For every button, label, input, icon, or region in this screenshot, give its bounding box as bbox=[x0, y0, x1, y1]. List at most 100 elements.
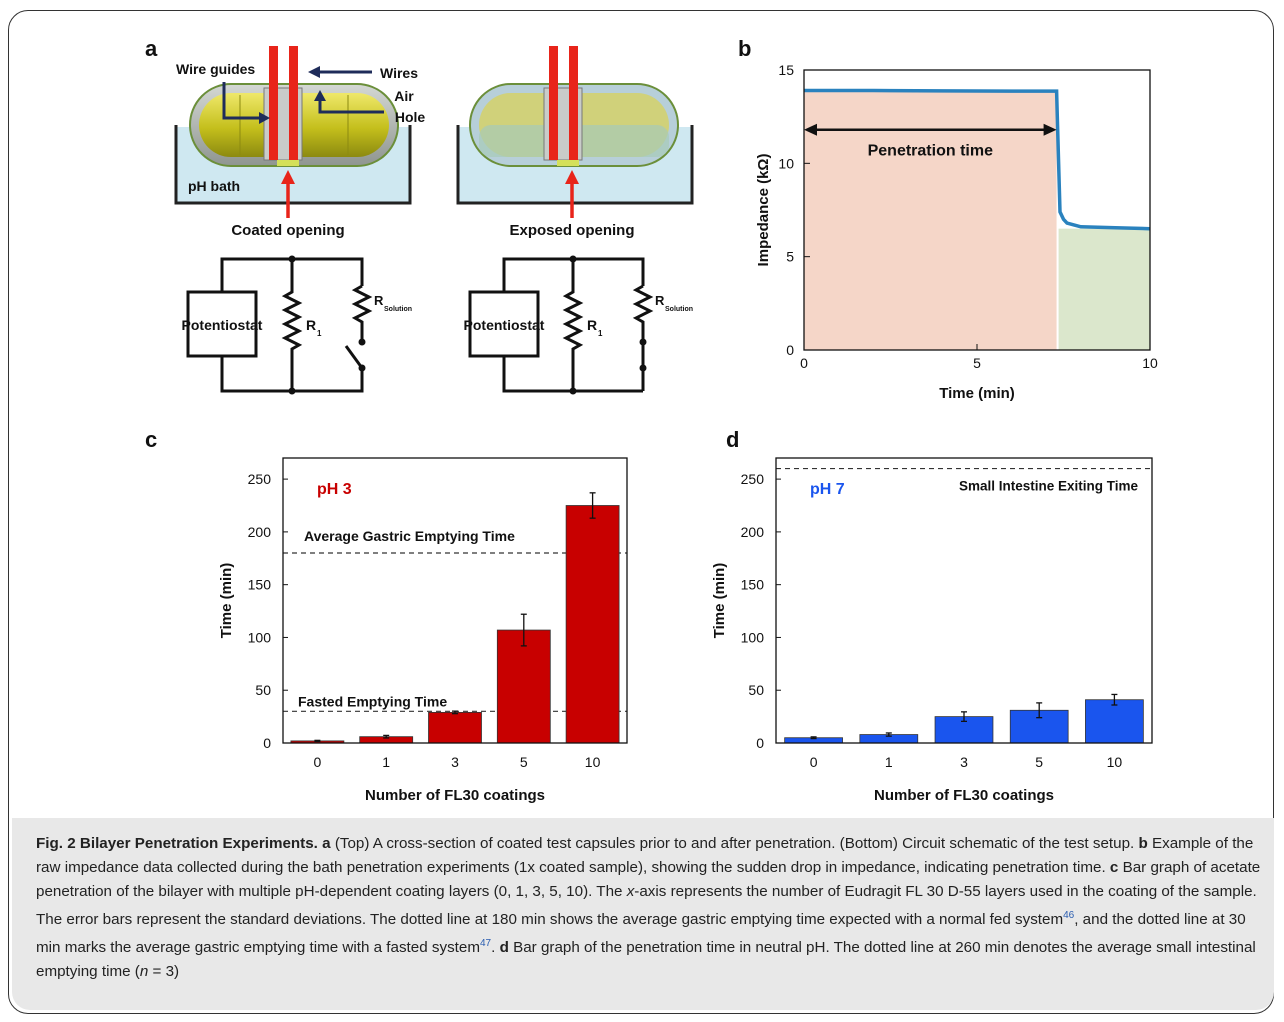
switch-contact bbox=[358, 338, 366, 346]
panel-b-letter: b bbox=[738, 36, 751, 61]
panel-c: c Average Gastric Emptying Time Fasted Em… bbox=[145, 427, 628, 804]
caption-fig-label: Fig. 2 Bilayer Penetration Experiments. bbox=[36, 835, 318, 852]
y-tick-label: 150 bbox=[248, 577, 272, 593]
arrowhead-right bbox=[1043, 123, 1057, 136]
x-tick-label: 10 bbox=[1142, 355, 1158, 371]
x-tick-label: 3 bbox=[451, 754, 459, 770]
bar bbox=[1085, 699, 1144, 744]
wire-left-1 bbox=[269, 46, 278, 160]
y-tick-label: 10 bbox=[778, 155, 794, 171]
caption-c-text-1: Bar graph of acetate penetration of the … bbox=[36, 859, 1261, 900]
plot-frame bbox=[775, 457, 1153, 744]
caption-c-text-3: , and the dotted line at 30 min marks th… bbox=[36, 911, 1246, 957]
label-r1-right-sub: 1 bbox=[598, 329, 603, 338]
caption-b-text: Example of the raw impedance data collec… bbox=[36, 835, 1254, 876]
caption-d-letter: d bbox=[499, 939, 509, 957]
y-tick-label: 250 bbox=[741, 471, 765, 487]
wire-left-2 bbox=[289, 46, 298, 160]
wire-guides-arrow bbox=[222, 82, 262, 120]
exposed-opening-arrowhead bbox=[565, 170, 579, 184]
label-r1-right: R bbox=[587, 317, 597, 333]
x-tick-label: 0 bbox=[810, 754, 818, 770]
y-axis-title: Time (min) bbox=[218, 563, 235, 639]
label-wire-guides: Wire guides bbox=[176, 61, 255, 77]
switch-contact bbox=[639, 364, 647, 372]
series-label: pH 3 bbox=[317, 481, 352, 498]
arrowhead-left bbox=[804, 123, 817, 136]
y-tick-label: 100 bbox=[248, 629, 272, 645]
label-exposed-opening: Exposed opening bbox=[509, 222, 634, 239]
bar bbox=[428, 711, 482, 744]
label-r1-left: R bbox=[306, 317, 316, 333]
caption-ref-46[interactable]: 46 bbox=[1063, 910, 1075, 921]
node bbox=[569, 387, 577, 395]
label-rsolution-right-sub: Solution bbox=[665, 306, 693, 313]
wire-right-1 bbox=[549, 46, 558, 160]
y-tick-label: 0 bbox=[786, 342, 794, 358]
air-hole-arrowhead bbox=[314, 90, 326, 101]
y-tick-label: 50 bbox=[748, 682, 764, 698]
caption-b-letter: b bbox=[1138, 835, 1148, 852]
y-tick-label: 100 bbox=[741, 629, 765, 645]
x-axis-title: Number of FL30 coatings bbox=[365, 787, 545, 804]
plot-frame bbox=[282, 457, 628, 744]
reference-line-label: Fasted Emptying Time bbox=[298, 693, 447, 709]
figure-frame bbox=[8, 10, 1274, 1014]
x-tick-label: 0 bbox=[314, 754, 322, 770]
x-tick-label: 5 bbox=[520, 754, 528, 770]
label-rsolution-right: R bbox=[655, 293, 665, 308]
y-axis-title: Time (min) bbox=[711, 563, 728, 639]
x-tick-label: 1 bbox=[382, 754, 390, 770]
panel-c-letter: c bbox=[145, 427, 157, 452]
node bbox=[288, 255, 296, 263]
label-air: Air bbox=[394, 88, 414, 104]
label-ph-bath: pH bath bbox=[188, 178, 240, 194]
caption-background bbox=[12, 818, 1274, 1010]
y-tick-label: 50 bbox=[255, 682, 271, 698]
potentiostat-label-bg bbox=[190, 317, 254, 333]
y-axis-title: Impedance (kΩ) bbox=[755, 154, 772, 267]
y-tick-label: 0 bbox=[756, 735, 764, 751]
caption-c-text-2: -axis represents the number of Eudragit … bbox=[36, 883, 1257, 929]
beaker-right bbox=[456, 125, 694, 205]
impedance-trace bbox=[804, 88, 1151, 231]
x-axis-title: Number of FL30 coatings bbox=[874, 787, 1054, 804]
panel-d-letter: d bbox=[726, 427, 739, 452]
coated-opening-arrowhead bbox=[281, 170, 295, 184]
series-label: pH 7 bbox=[810, 481, 845, 498]
y-tick-label: 200 bbox=[741, 524, 765, 540]
caption-a-letter: a bbox=[322, 835, 331, 852]
reference-line-label: Small Intestine Exiting Time bbox=[959, 479, 1139, 494]
label-hole: Hole bbox=[395, 109, 426, 125]
y-tick-label: 150 bbox=[741, 577, 765, 593]
figure-panels: a Wire guides Wires bbox=[145, 36, 1158, 804]
bar bbox=[496, 629, 551, 744]
caption-ref-47[interactable]: 47 bbox=[479, 938, 492, 950]
y-tick-label: 5 bbox=[786, 249, 794, 265]
panel-b: b Penetration time 0 5 10 0 5 10 15 Time (min) Im… bbox=[738, 36, 1158, 402]
x-tick-label: 3 bbox=[960, 754, 968, 770]
wires-arrowhead bbox=[308, 66, 320, 78]
wire-right-2 bbox=[569, 46, 578, 160]
pre-penetration-region bbox=[804, 90, 1057, 351]
caption-c-xaxis: x bbox=[626, 883, 635, 900]
y-tick-label: 0 bbox=[263, 735, 271, 751]
label-r1-left-sub: 1 bbox=[317, 329, 322, 338]
label-rsolution-left: R bbox=[374, 293, 384, 308]
post-penetration-region bbox=[1058, 228, 1150, 350]
y-tick-label: 15 bbox=[778, 62, 794, 78]
switch-contact bbox=[639, 338, 647, 346]
x-tick-label: 5 bbox=[973, 355, 981, 371]
x-tick-label: 10 bbox=[1107, 754, 1123, 770]
label-coated-opening: Coated opening bbox=[231, 222, 344, 239]
air-hole-arrow bbox=[318, 98, 384, 114]
y-tick-label: 200 bbox=[248, 524, 272, 540]
x-tick-label: 0 bbox=[800, 355, 808, 371]
bar bbox=[565, 505, 620, 744]
caption-c-letter: c bbox=[1109, 859, 1119, 876]
caption-c-text-4: . bbox=[491, 939, 496, 957]
label-rsolution-left-sub: Solution bbox=[384, 306, 412, 313]
penetration-time-label: Penetration time bbox=[868, 143, 993, 160]
label-potentiostat-right: Potentiostat bbox=[464, 317, 545, 333]
